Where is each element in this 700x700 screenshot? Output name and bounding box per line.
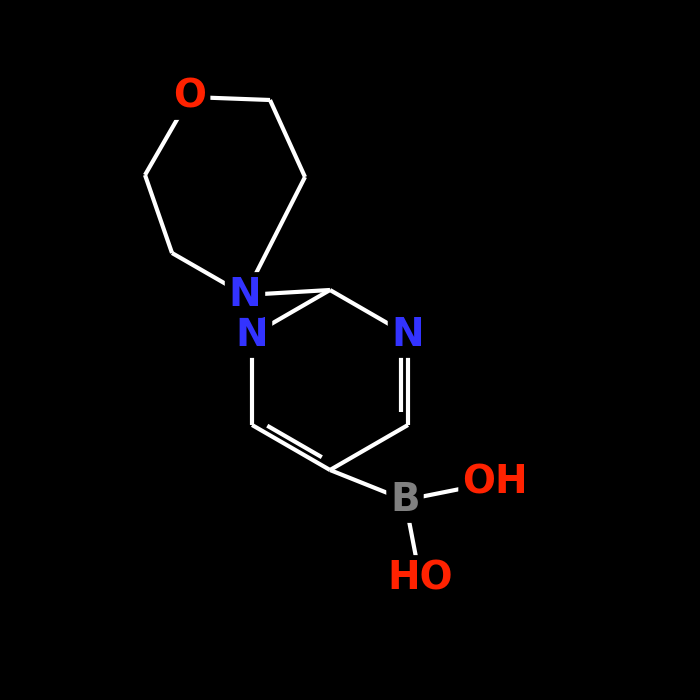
Text: O: O (174, 78, 206, 116)
Text: HO: HO (387, 559, 453, 597)
Text: N: N (229, 276, 261, 314)
Text: N: N (391, 316, 424, 354)
Text: OH: OH (462, 463, 528, 501)
Text: N: N (236, 316, 268, 354)
Text: B: B (390, 481, 420, 519)
